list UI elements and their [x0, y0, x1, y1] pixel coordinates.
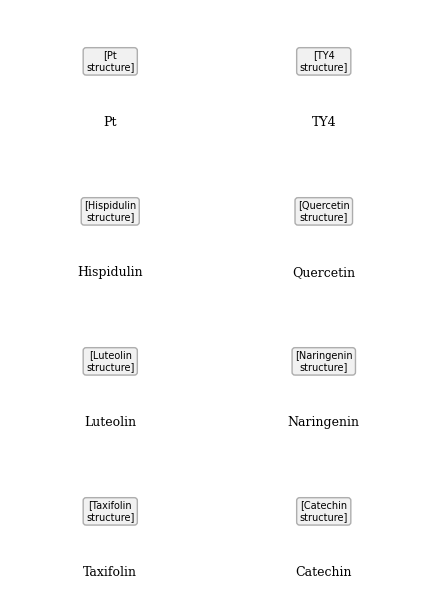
- Text: Naringenin: Naringenin: [288, 416, 360, 429]
- Text: Hispidulin: Hispidulin: [77, 266, 143, 279]
- Text: [Quercetin
structure]: [Quercetin structure]: [298, 200, 350, 222]
- Text: [Taxifolin
structure]: [Taxifolin structure]: [86, 500, 135, 522]
- Text: [Hispidulin
structure]: [Hispidulin structure]: [84, 200, 136, 222]
- Text: Quercetin: Quercetin: [292, 266, 355, 279]
- Text: Pt: Pt: [103, 116, 117, 129]
- Text: Taxifolin: Taxifolin: [83, 566, 137, 579]
- Text: TY4: TY4: [312, 116, 336, 129]
- Text: [TY4
structure]: [TY4 structure]: [299, 50, 348, 72]
- Text: [Pt
structure]: [Pt structure]: [86, 50, 135, 72]
- Text: [Luteolin
structure]: [Luteolin structure]: [86, 350, 135, 372]
- Text: [Catechin
structure]: [Catechin structure]: [299, 500, 348, 522]
- Text: [Naringenin
structure]: [Naringenin structure]: [295, 350, 352, 372]
- Text: Luteolin: Luteolin: [84, 416, 136, 429]
- Text: Catechin: Catechin: [296, 566, 352, 579]
